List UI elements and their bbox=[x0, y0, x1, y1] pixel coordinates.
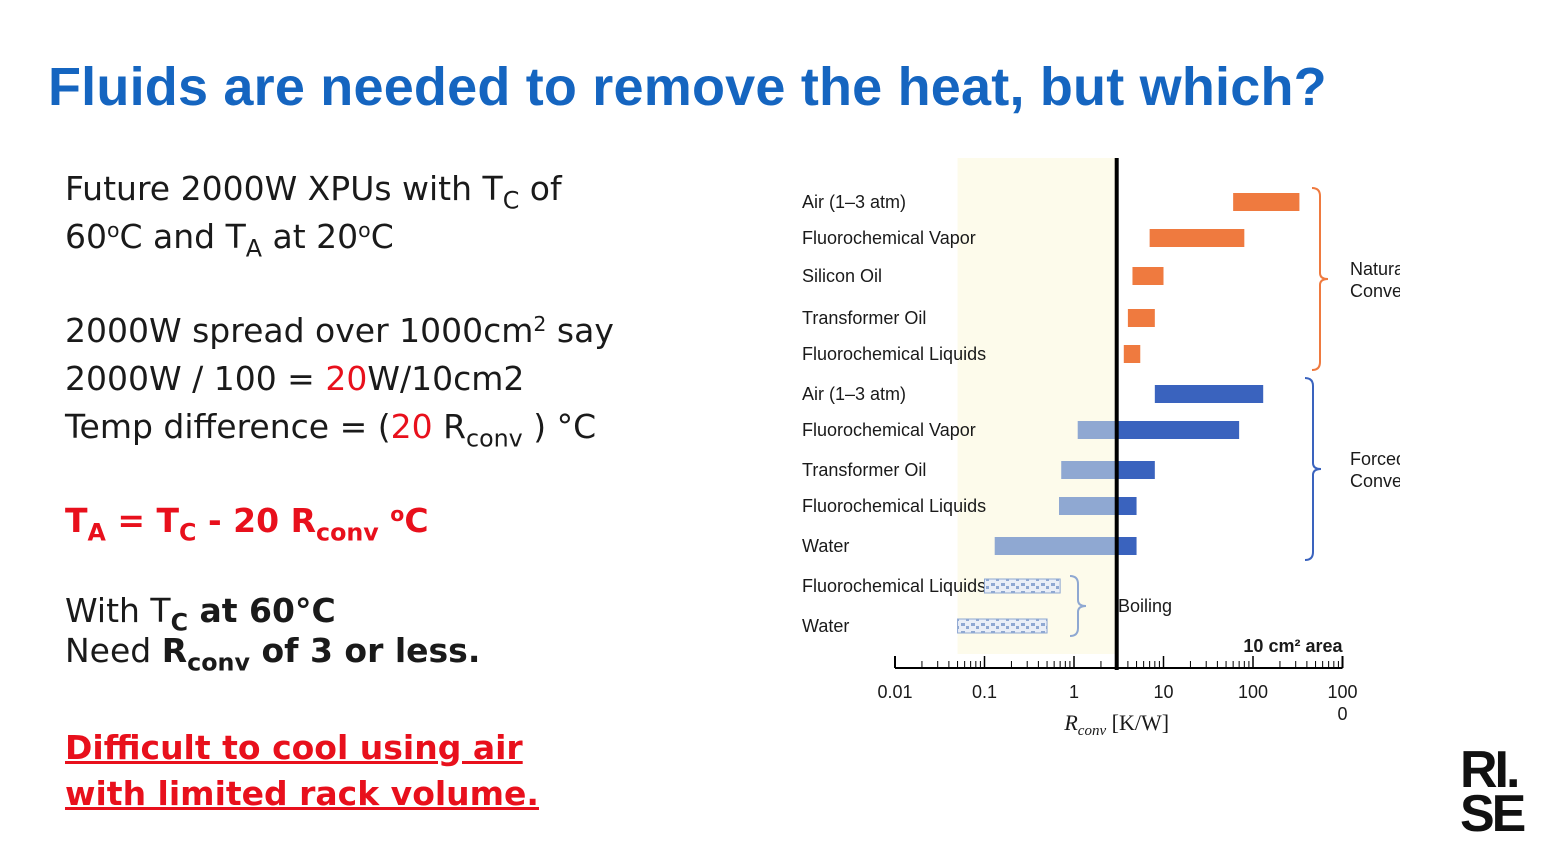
bar-forced-convection-low bbox=[1061, 461, 1117, 479]
text-fragment: = T bbox=[105, 501, 180, 540]
x-tick-label: 0.01 bbox=[877, 682, 912, 702]
text-fragment: C and T bbox=[119, 217, 246, 256]
category-label: Fluorochemical Liquids bbox=[802, 576, 986, 596]
subscript: conv bbox=[466, 424, 523, 453]
subscript: C bbox=[170, 608, 189, 637]
plot-area: Air (1–3 atm) Fluorochemical Vapor Silicon… bbox=[802, 158, 1400, 739]
bar-forced-convection bbox=[1116, 537, 1137, 555]
category-label: Air (1–3 atm) bbox=[802, 192, 906, 212]
text-fragment: 60 bbox=[65, 217, 107, 256]
text-fragment: 2000W / 100 = bbox=[65, 359, 326, 398]
superscript: 2 bbox=[533, 311, 547, 336]
bar-boiling bbox=[984, 578, 1061, 594]
group-label-forced: Convection bbox=[1350, 471, 1400, 491]
bar-natural-convection bbox=[1127, 309, 1155, 327]
x-tick-label: 100 bbox=[1238, 682, 1268, 702]
bar-forced-convection bbox=[1116, 421, 1240, 439]
text-fragment: R bbox=[432, 407, 467, 446]
area-note: 10 cm² area bbox=[1243, 636, 1343, 656]
group-label-natural: Convection bbox=[1350, 281, 1400, 301]
logo-line: RI. bbox=[1460, 741, 1520, 799]
slide-title: Fluids are needed to remove the heat, bu… bbox=[48, 57, 1327, 117]
highlight-region bbox=[957, 158, 1117, 654]
bracket-boiling bbox=[1069, 575, 1087, 637]
warning-line: with limited rack volume. bbox=[65, 774, 539, 813]
bar-forced-convection-low bbox=[1077, 421, 1117, 439]
highlight-number: 20 bbox=[325, 359, 368, 398]
category-label: Transformer Oil bbox=[802, 308, 926, 328]
category-label: Water bbox=[802, 536, 849, 556]
text-fragment: at 20 bbox=[262, 217, 359, 256]
superscript: o bbox=[358, 217, 371, 242]
category-label: Fluorochemical Vapor bbox=[802, 228, 976, 248]
text-fragment: Need bbox=[65, 631, 162, 670]
bar-forced-convection bbox=[1154, 385, 1264, 403]
text-fragment: T bbox=[65, 501, 88, 540]
x-tick-label: 100 bbox=[1327, 682, 1357, 702]
x-tick-label: 0.1 bbox=[972, 682, 997, 702]
x-tick-label: 10 bbox=[1153, 682, 1173, 702]
text-fragment: W/10cm2 bbox=[367, 359, 525, 398]
formula-ta: TA = TC - 20 Rconv oC bbox=[65, 497, 725, 545]
category-label: Air (1–3 atm) bbox=[802, 384, 906, 404]
subscript: C bbox=[502, 186, 520, 215]
text-fragment: ) °C bbox=[522, 407, 597, 446]
subscript: A bbox=[87, 518, 106, 547]
warning-line: Difficult to cool using air bbox=[65, 728, 523, 767]
text-fragment: of 3 or less. bbox=[249, 631, 481, 670]
category-label: Transformer Oil bbox=[802, 460, 926, 480]
bar-natural-convection bbox=[1233, 193, 1300, 211]
logo-line: SE bbox=[1460, 785, 1526, 843]
category-label: Fluorochemical Liquids bbox=[802, 496, 986, 516]
text-fragment: 2000W spread over 1000cm bbox=[65, 311, 534, 350]
superscript: o bbox=[107, 217, 120, 242]
rconv-chart: Air (1–3 atm) Fluorochemical Vapor Silicon… bbox=[802, 158, 1400, 739]
bracket-natural bbox=[1311, 187, 1329, 371]
warning-text: Difficult to cool using air with limited… bbox=[65, 725, 725, 817]
text-fragment: Future 2000W XPUs with T bbox=[65, 169, 503, 208]
text-fragment: Temp difference = ( bbox=[65, 407, 391, 446]
bar-natural-convection bbox=[1132, 267, 1164, 285]
bar-boiling bbox=[957, 618, 1048, 634]
category-label: Silicon Oil bbox=[802, 266, 882, 286]
category-label: Water bbox=[802, 616, 849, 636]
subscript: C bbox=[179, 518, 197, 547]
bar-forced-convection-low bbox=[994, 537, 1117, 555]
bar-forced-convection-low bbox=[1059, 497, 1117, 515]
category-label: Fluorochemical Vapor bbox=[802, 420, 976, 440]
x-tick-label-extra: 0 bbox=[1337, 704, 1347, 724]
paragraph-spread: 2000W spread over 1000cm2 say 2000W / 10… bbox=[65, 307, 725, 451]
text-fragment: - 20 R bbox=[196, 501, 316, 540]
text-fragment: R bbox=[161, 631, 188, 670]
subscript: A bbox=[245, 234, 263, 263]
rise-logo: RI. SE bbox=[1460, 741, 1540, 843]
group-label-forced: Forced bbox=[1350, 449, 1400, 469]
paragraph-need: With TC at 60°C Need Rconv of 3 or less. bbox=[65, 591, 725, 674]
paragraph-xpu: Future 2000W XPUs with TC of 60oC and TA… bbox=[65, 165, 725, 261]
text-fragment: at 60°C bbox=[188, 591, 336, 630]
group-label-boiling: Boiling bbox=[1118, 596, 1172, 616]
category-label: Fluorochemical Liquids bbox=[802, 344, 986, 364]
bar-forced-convection bbox=[1116, 497, 1137, 515]
group-label-natural: Natural bbox=[1350, 259, 1400, 279]
highlight-number: 20 bbox=[390, 407, 433, 446]
bar-natural-convection bbox=[1149, 229, 1245, 247]
bar-forced-convection bbox=[1116, 461, 1155, 479]
text-fragment: say bbox=[546, 311, 614, 350]
text-fragment: With T bbox=[65, 591, 171, 630]
subscript: conv bbox=[315, 518, 379, 547]
text-fragment: C bbox=[404, 501, 429, 540]
superscript: o bbox=[390, 501, 405, 526]
x-tick-label: 1 bbox=[1069, 682, 1079, 702]
text-fragment: C bbox=[370, 217, 394, 256]
bar-natural-convection bbox=[1123, 345, 1141, 363]
text-fragment: of bbox=[519, 169, 562, 208]
x-axis-title: Rconv [K/W] bbox=[1063, 710, 1169, 739]
left-text-block: Future 2000W XPUs with TC of 60oC and TA… bbox=[65, 165, 725, 817]
text-fragment bbox=[379, 501, 391, 540]
bracket-forced bbox=[1304, 377, 1322, 561]
subscript: conv bbox=[187, 648, 250, 677]
